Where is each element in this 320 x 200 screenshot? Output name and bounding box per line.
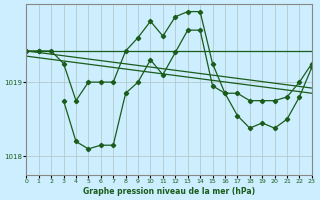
X-axis label: Graphe pression niveau de la mer (hPa): Graphe pression niveau de la mer (hPa) [83, 187, 255, 196]
